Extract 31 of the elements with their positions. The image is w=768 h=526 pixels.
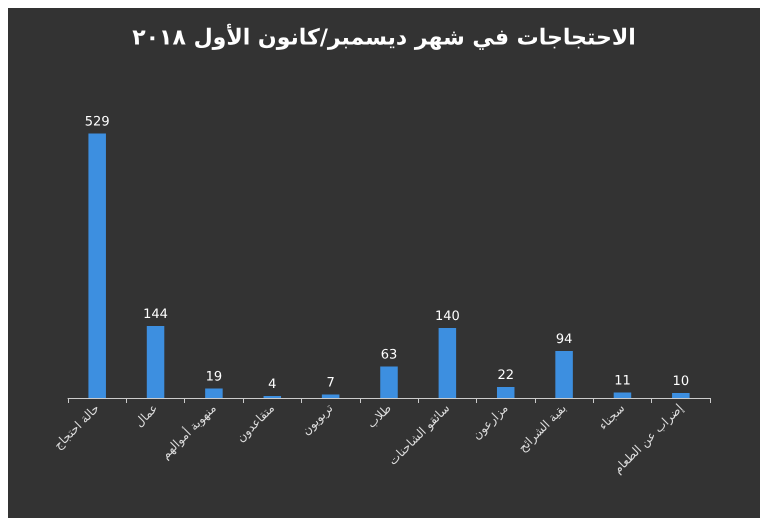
x-tick-label: متقاعدون bbox=[234, 401, 278, 445]
data-label: 19 bbox=[206, 370, 222, 384]
bar bbox=[555, 351, 573, 398]
x-tick-label: حالة احتجاج bbox=[50, 401, 102, 452]
bar bbox=[672, 393, 690, 398]
bar bbox=[438, 328, 456, 398]
bar bbox=[322, 394, 340, 398]
x-tick-label: بقية الشرائح bbox=[515, 401, 570, 455]
data-label: 63 bbox=[380, 348, 398, 362]
data-label: 11 bbox=[614, 374, 631, 388]
bar bbox=[380, 366, 398, 398]
data-label: 529 bbox=[84, 114, 110, 130]
data-label: 94 bbox=[556, 332, 572, 347]
data-label: 4 bbox=[268, 377, 276, 392]
bar bbox=[205, 388, 223, 398]
x-tick-label: طلاب bbox=[364, 401, 394, 431]
data-label: 140 bbox=[434, 309, 460, 324]
x-tick-label: مزارعون bbox=[469, 401, 511, 442]
x-tick-label: سجناء bbox=[596, 401, 628, 433]
bar bbox=[614, 392, 632, 398]
data-label: 144 bbox=[143, 307, 168, 322]
bar bbox=[496, 387, 514, 398]
x-tick-label: عمال bbox=[132, 401, 160, 430]
data-label: 10 bbox=[672, 374, 690, 389]
bar bbox=[88, 134, 106, 398]
bar bbox=[146, 326, 164, 398]
x-tick-label: منهوبة أموالهم bbox=[158, 400, 219, 462]
data-label: 22 bbox=[497, 368, 514, 383]
chart-title: الاحتجاجات في شهر ديسمبر/كانون الأول ٢٠١٨ bbox=[132, 24, 636, 50]
x-tick-label: تربويون bbox=[298, 401, 336, 438]
data-label: 7 bbox=[326, 376, 335, 390]
